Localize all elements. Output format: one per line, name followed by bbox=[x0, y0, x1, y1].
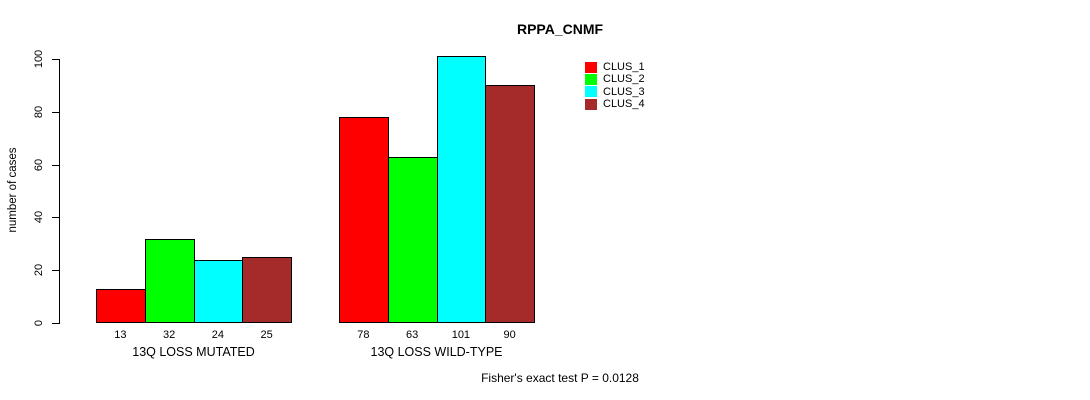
y-axis-tick-label: 0 bbox=[33, 319, 45, 327]
bar-clus_3 bbox=[193, 259, 244, 323]
footer-annotation: Fisher's exact test P = 0.0128 bbox=[481, 371, 639, 385]
legend: CLUS_1 CLUS_2 CLUS_3 CLUS_4 bbox=[585, 61, 645, 110]
bar-value-label: 24 bbox=[211, 329, 224, 341]
legend-label: CLUS_3 bbox=[603, 85, 645, 98]
y-axis-tick-label: 20 bbox=[33, 264, 45, 277]
bar-value-label: 101 bbox=[451, 329, 471, 341]
bar-value-label: 25 bbox=[260, 329, 273, 341]
y-axis-line bbox=[59, 59, 60, 324]
y-axis-tick-label: 100 bbox=[33, 49, 45, 69]
group-label: 13Q LOSS MUTATED bbox=[132, 345, 255, 359]
y-axis-tick-label: 60 bbox=[33, 158, 45, 171]
bar-value-label: 78 bbox=[357, 329, 370, 341]
legend-swatch bbox=[585, 73, 597, 85]
y-axis-tick bbox=[52, 270, 59, 272]
bar-clus_3 bbox=[436, 56, 487, 323]
y-axis-tick bbox=[52, 323, 59, 324]
bar-value-label: 13 bbox=[114, 329, 127, 341]
legend-row: CLUS_3 bbox=[585, 86, 645, 98]
y-axis-tick bbox=[52, 164, 59, 166]
bar-clus_4 bbox=[485, 85, 535, 323]
legend-label: CLUS_4 bbox=[603, 98, 645, 111]
bar-clus_1 bbox=[96, 288, 146, 323]
y-axis-tick-label: 80 bbox=[33, 105, 45, 118]
group-label: 13Q LOSS WILD-TYPE bbox=[370, 345, 503, 359]
bar-value-label: 90 bbox=[503, 329, 516, 341]
legend-label: CLUS_1 bbox=[603, 61, 645, 74]
bar-clus_2 bbox=[144, 238, 195, 323]
bar-value-label: 32 bbox=[163, 329, 176, 341]
y-axis-tick bbox=[52, 59, 59, 60]
legend-label: CLUS_2 bbox=[603, 73, 645, 86]
legend-swatch bbox=[585, 86, 597, 98]
bar-clus_1 bbox=[339, 117, 389, 323]
y-axis-tick bbox=[52, 111, 59, 113]
legend-row: CLUS_4 bbox=[585, 98, 645, 110]
legend-swatch bbox=[585, 61, 597, 73]
chart-title: RPPA_CNMF bbox=[516, 21, 604, 37]
legend-row: CLUS_1 bbox=[585, 61, 645, 73]
y-axis-tick-label: 40 bbox=[33, 211, 45, 224]
bar-clus_4 bbox=[242, 257, 292, 323]
bar-value-label: 63 bbox=[406, 329, 419, 341]
y-axis-tick bbox=[52, 217, 59, 219]
bar-clus_2 bbox=[387, 156, 438, 323]
legend-swatch bbox=[585, 98, 597, 110]
legend-row: CLUS_2 bbox=[585, 73, 645, 85]
